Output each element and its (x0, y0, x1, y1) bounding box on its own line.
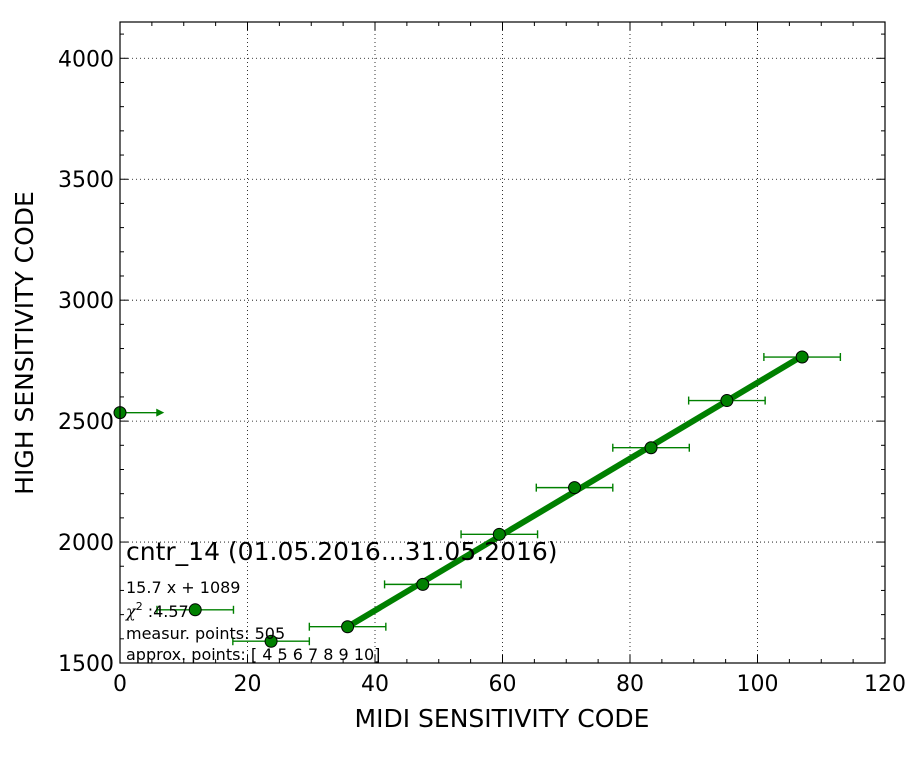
annotation-measur-points: measur. points: 505 (126, 624, 285, 643)
data-point (341, 620, 355, 634)
grid-lines (120, 22, 885, 663)
data-point (720, 394, 734, 408)
data-point (264, 634, 278, 648)
annotation-equation: 15.7 x + 1089 (126, 578, 240, 597)
x-tick-label: 40 (361, 672, 389, 697)
annotation-approx-points: approx. points: [ 4 5 6 7 8 9 10] (126, 645, 380, 664)
plot-frame (119, 21, 886, 664)
data-point (492, 527, 506, 541)
data-point (568, 481, 582, 495)
data-point (795, 350, 809, 364)
x-tick-label: 80 (616, 672, 644, 697)
error-arrow (156, 408, 165, 417)
annotation-title: cntr_14 (01.05.2016...31.05.2016) (126, 537, 558, 566)
x-tick-label: 60 (489, 672, 517, 697)
data-points (113, 350, 809, 648)
annotation-chi2: χ2 :4.57 (125, 600, 189, 621)
x-axis-title: MIDI SENSITIVITY CODE (355, 704, 650, 733)
y-tick-label: 3500 (58, 168, 114, 193)
x-tick-label: 0 (113, 672, 127, 697)
chi-symbol: χ (125, 602, 137, 621)
tick-labels: 0 20 40 60 80 100 120 1500 2000 2500 3000 3500 4000 (58, 47, 906, 697)
chi-superscript: 2 (136, 600, 143, 613)
y-tick-label: 2500 (58, 410, 114, 435)
y-tick-label: 1500 (58, 652, 114, 677)
y-axis-title: HIGH SENSITIVITY CODE (10, 191, 39, 495)
data-point (188, 603, 202, 617)
data-point (416, 577, 430, 591)
y-tick-label: 3000 (58, 289, 114, 314)
y-tick-label: 4000 (58, 47, 114, 72)
x-tick-label: 120 (864, 672, 906, 697)
x-tick-label: 20 (234, 672, 262, 697)
data-point (644, 441, 658, 455)
x-tick-label: 100 (737, 672, 779, 697)
chi2-value: :4.57 (148, 602, 189, 621)
y-tick-label: 2000 (58, 531, 114, 556)
